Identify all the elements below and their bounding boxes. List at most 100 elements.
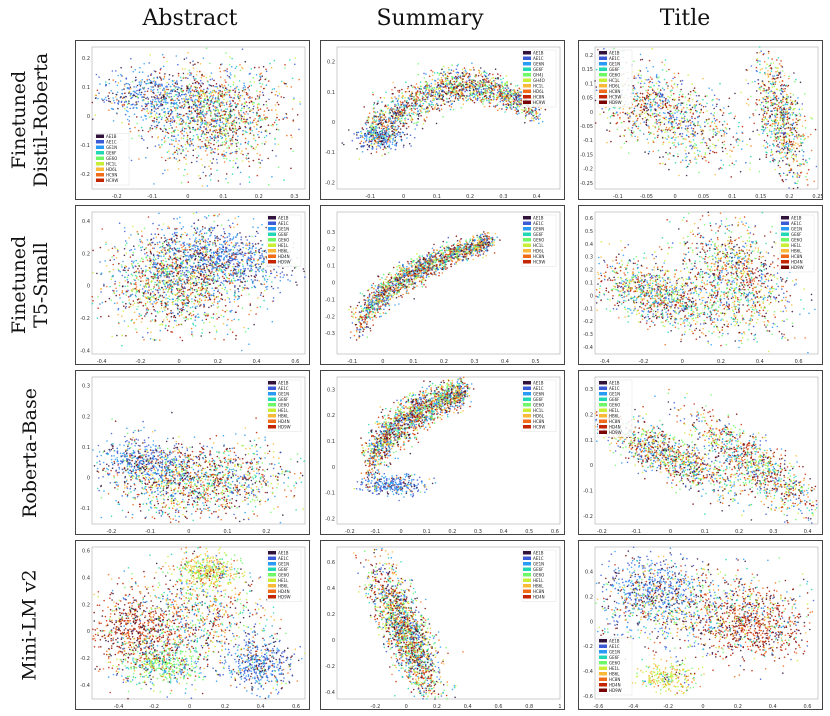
data-point bbox=[390, 115, 393, 117]
data-point bbox=[708, 87, 710, 89]
data-point bbox=[477, 88, 480, 90]
data-point bbox=[485, 75, 487, 77]
data-point bbox=[693, 105, 696, 108]
data-point bbox=[465, 83, 467, 86]
data-point bbox=[238, 91, 240, 94]
data-point bbox=[105, 96, 107, 99]
data-point bbox=[234, 90, 237, 92]
data-point bbox=[263, 136, 266, 139]
data-point bbox=[645, 96, 648, 99]
data-point bbox=[663, 96, 665, 99]
data-point bbox=[273, 88, 276, 90]
data-point bbox=[532, 118, 535, 120]
data-point bbox=[436, 93, 439, 96]
data-point bbox=[606, 129, 608, 131]
data-point bbox=[667, 111, 669, 114]
data-point bbox=[510, 108, 513, 110]
data-point bbox=[218, 67, 221, 69]
data-point bbox=[391, 141, 394, 144]
data-point bbox=[248, 176, 250, 178]
data-point bbox=[532, 110, 534, 112]
data-point bbox=[145, 103, 148, 106]
data-point bbox=[151, 136, 153, 138]
data-point bbox=[372, 123, 375, 125]
legend-swatch bbox=[96, 173, 104, 177]
data-point bbox=[451, 64, 453, 66]
data-point bbox=[377, 141, 380, 143]
data-point bbox=[386, 124, 389, 126]
data-point bbox=[196, 112, 198, 115]
data-point bbox=[627, 127, 630, 129]
data-point bbox=[200, 119, 202, 121]
data-point bbox=[652, 150, 654, 153]
data-point bbox=[446, 83, 448, 86]
data-point bbox=[698, 171, 700, 174]
data-point bbox=[199, 63, 202, 65]
data-point bbox=[680, 143, 683, 145]
data-point bbox=[461, 89, 464, 92]
data-point bbox=[159, 68, 162, 71]
data-point bbox=[702, 111, 705, 114]
data-point bbox=[252, 103, 254, 106]
data-point bbox=[413, 96, 415, 98]
data-point bbox=[697, 124, 699, 127]
data-point bbox=[190, 94, 193, 97]
data-point bbox=[108, 82, 111, 85]
data-point bbox=[365, 123, 367, 126]
data-point bbox=[488, 101, 490, 103]
data-point bbox=[402, 123, 405, 125]
data-point bbox=[381, 112, 384, 114]
data-point bbox=[419, 110, 422, 112]
data-point bbox=[375, 140, 377, 143]
data-point bbox=[225, 151, 228, 154]
data-point bbox=[439, 79, 441, 81]
data-point bbox=[225, 111, 227, 113]
data-point bbox=[462, 78, 464, 80]
data-point bbox=[186, 99, 189, 102]
data-point bbox=[161, 139, 163, 141]
data-point bbox=[670, 110, 672, 113]
data-point bbox=[247, 157, 250, 160]
data-point bbox=[472, 66, 475, 69]
data-point bbox=[221, 63, 223, 65]
data-point bbox=[651, 78, 653, 80]
data-point bbox=[269, 132, 271, 135]
data-point bbox=[143, 99, 145, 101]
data-point bbox=[101, 98, 103, 100]
data-point bbox=[708, 152, 711, 155]
data-point bbox=[238, 99, 241, 102]
data-point bbox=[487, 99, 490, 102]
data-point bbox=[696, 147, 698, 149]
data-point bbox=[197, 145, 200, 148]
data-point bbox=[401, 106, 403, 108]
data-point bbox=[438, 98, 440, 100]
data-point bbox=[230, 129, 232, 131]
data-point bbox=[686, 165, 689, 168]
data-point bbox=[143, 108, 146, 110]
data-point bbox=[361, 151, 364, 153]
data-point bbox=[692, 139, 695, 141]
data-point bbox=[479, 85, 481, 87]
data-point bbox=[121, 104, 124, 106]
data-point bbox=[153, 121, 155, 123]
data-point bbox=[704, 125, 706, 128]
legend-label: HC1L bbox=[106, 161, 117, 166]
data-point bbox=[220, 137, 223, 140]
data-point bbox=[236, 166, 239, 169]
data-point bbox=[447, 101, 450, 103]
data-point bbox=[249, 116, 251, 119]
data-point bbox=[493, 79, 495, 82]
data-point bbox=[210, 149, 213, 152]
data-point bbox=[156, 97, 159, 100]
data-point bbox=[201, 129, 203, 132]
data-point bbox=[252, 111, 255, 114]
data-point bbox=[218, 131, 221, 133]
data-point bbox=[368, 112, 371, 114]
data-point bbox=[126, 103, 129, 105]
data-point bbox=[373, 116, 375, 119]
data-point bbox=[525, 114, 528, 116]
data-point bbox=[149, 129, 151, 131]
data-point bbox=[253, 119, 255, 122]
data-point bbox=[229, 138, 232, 140]
data-point bbox=[665, 151, 667, 154]
